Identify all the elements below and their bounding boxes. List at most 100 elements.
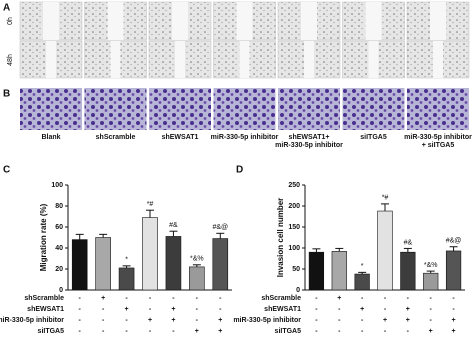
invasion-image	[278, 88, 340, 130]
condition-sign: -	[172, 295, 175, 302]
condition-sign: +	[171, 317, 175, 324]
condition-sign: +	[383, 317, 387, 324]
condition-sign: -	[361, 317, 364, 324]
condition-sign: -	[430, 306, 433, 313]
condition-sign: -	[338, 328, 341, 335]
bar	[445, 250, 462, 291]
bar	[400, 251, 416, 291]
condition-sign: -	[452, 295, 455, 302]
condition-sign: -	[125, 317, 128, 324]
significance-label: #&@	[212, 224, 228, 231]
condition-sign: -	[407, 295, 410, 302]
bar	[189, 266, 205, 291]
image-caption: miR-330-5p inhibitor	[275, 142, 343, 149]
condition-sign: -	[125, 295, 128, 302]
image-caption: miR-330-5p inhibitor	[211, 134, 279, 141]
condition-sign: -	[452, 306, 455, 313]
wound-gap	[301, 2, 317, 40]
row-label: 48h	[7, 54, 14, 66]
y-tick-label: 20	[55, 266, 63, 273]
invasion-image	[213, 88, 276, 130]
bar	[354, 273, 370, 291]
condition-sign: -	[384, 295, 387, 302]
condition-name: shEWSAT1	[27, 306, 64, 313]
invasion-image	[407, 88, 469, 130]
invasion-image	[84, 88, 147, 130]
wound-gap	[46, 41, 56, 78]
y-tick-label: 0	[59, 287, 63, 294]
bar	[95, 237, 111, 291]
bar	[118, 267, 135, 291]
condition-sign: -	[149, 295, 152, 302]
condition-sign: -	[361, 328, 364, 335]
condition-sign: -	[407, 328, 410, 335]
y-tick-label: 150	[288, 224, 300, 231]
bar	[212, 238, 229, 291]
significance-label: *	[125, 257, 128, 264]
condition-sign: -	[361, 295, 364, 302]
invasion-image	[342, 88, 405, 130]
condition-sign: -	[315, 317, 318, 324]
wound-gap	[175, 41, 185, 78]
condition-sign: +	[148, 317, 152, 324]
invasion-image	[149, 88, 211, 130]
condition-sign: +	[218, 328, 222, 335]
condition-sign: -	[384, 328, 387, 335]
image-caption: miR-330-5p inhibitor	[404, 134, 472, 141]
y-tick-label: 200	[288, 203, 300, 210]
condition-sign: -	[79, 317, 82, 324]
condition-sign: -	[102, 317, 105, 324]
bar	[142, 217, 158, 291]
wound-gap	[43, 2, 59, 40]
condition-name: shEWSAT1	[264, 306, 301, 313]
panel-label: C	[3, 165, 10, 176]
condition-sign: -	[338, 317, 341, 324]
condition-name: siITGA5	[275, 328, 302, 335]
panel-label: A	[3, 3, 10, 14]
wound-gap	[304, 41, 314, 78]
condition-name: siITGA5	[38, 328, 65, 335]
wound-gap	[430, 2, 446, 40]
condition-sign: -	[430, 317, 433, 324]
wound-gap	[368, 41, 379, 78]
condition-sign: -	[149, 306, 152, 313]
significance-label: *&%	[424, 262, 438, 269]
condition-sign: +	[171, 306, 175, 313]
condition-sign: -	[172, 328, 175, 335]
condition-sign: +	[125, 306, 129, 313]
condition-sign: -	[219, 295, 222, 302]
panel-label: D	[236, 165, 243, 176]
condition-sign: +	[337, 295, 341, 302]
condition-sign: -	[315, 306, 318, 313]
significance-label: *#	[382, 195, 389, 202]
y-tick-label: 100	[288, 245, 300, 252]
significance-label: #&@	[446, 238, 462, 245]
wound-gap	[433, 41, 443, 78]
wound-gap	[236, 2, 253, 40]
condition-sign: -	[79, 328, 82, 335]
condition-sign: +	[452, 328, 456, 335]
condition-sign: -	[219, 306, 222, 313]
y-axis-label: Invasion cell number	[276, 198, 285, 278]
image-caption: shScramble	[96, 134, 136, 141]
condition-sign: +	[195, 328, 199, 335]
y-tick-label: 80	[55, 203, 63, 210]
wound-gap	[172, 2, 188, 40]
y-tick-label: 250	[288, 182, 300, 189]
condition-sign: -	[102, 328, 105, 335]
condition-sign: -	[149, 328, 152, 335]
y-tick-label: 40	[55, 245, 63, 252]
condition-sign: +	[101, 295, 105, 302]
condition-sign: -	[79, 295, 82, 302]
bar	[165, 236, 182, 291]
row-label: 0h	[7, 17, 14, 25]
image-caption: shEWSAT1	[162, 134, 199, 141]
image-caption: siITGA5	[360, 134, 387, 141]
condition-name: miR-330-5p inhibitor	[0, 317, 64, 324]
condition-sign: +	[406, 306, 410, 313]
y-tick-label: 50	[292, 266, 300, 273]
significance-label: *&%	[190, 256, 204, 263]
condition-sign: -	[79, 306, 82, 313]
condition-sign: +	[218, 317, 222, 324]
condition-sign: -	[125, 328, 128, 335]
